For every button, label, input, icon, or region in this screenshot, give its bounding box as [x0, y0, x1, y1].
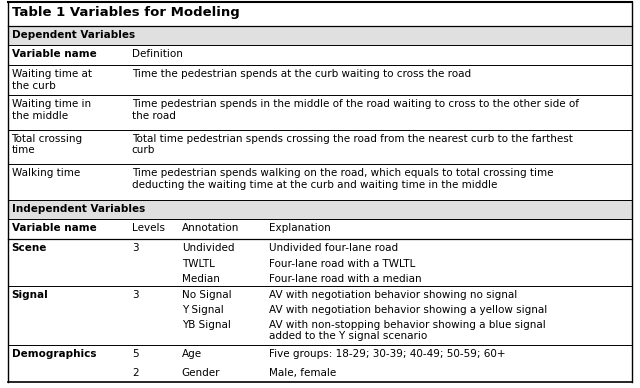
Text: Undivided four-lane road: Undivided four-lane road — [269, 243, 399, 253]
Text: 3: 3 — [132, 290, 138, 300]
Text: Variable name: Variable name — [12, 49, 96, 59]
Bar — [8, 26, 632, 45]
Text: Total crossing
time: Total crossing time — [12, 133, 83, 155]
Bar — [8, 200, 632, 219]
Text: Time pedestrian spends in the middle of the road waiting to cross to the other s: Time pedestrian spends in the middle of … — [132, 99, 579, 121]
Text: Four-lane road with a median: Four-lane road with a median — [269, 274, 422, 284]
Text: AV with negotiation behavior showing a yellow signal: AV with negotiation behavior showing a y… — [269, 305, 548, 315]
Text: Annotation: Annotation — [182, 223, 239, 233]
Text: Explanation: Explanation — [269, 223, 331, 233]
Text: 2: 2 — [132, 368, 138, 378]
Text: Male, female: Male, female — [269, 368, 337, 378]
Text: Time pedestrian spends walking on the road, which equals to total crossing time
: Time pedestrian spends walking on the ro… — [132, 168, 554, 190]
Text: Walking time: Walking time — [12, 168, 80, 178]
Text: Independent Variables: Independent Variables — [12, 204, 145, 214]
Text: Waiting time in
the middle: Waiting time in the middle — [12, 99, 91, 121]
Text: Scene: Scene — [12, 243, 47, 253]
Text: AV with negotiation behavior showing no signal: AV with negotiation behavior showing no … — [269, 290, 518, 300]
Text: Four-lane road with a TWLTL: Four-lane road with a TWLTL — [269, 259, 416, 269]
Text: AV with non-stopping behavior showing a blue signal
added to the Y signal scenar: AV with non-stopping behavior showing a … — [269, 320, 546, 341]
Text: YB Signal: YB Signal — [182, 320, 230, 330]
Text: 5: 5 — [132, 349, 138, 359]
Text: Median: Median — [182, 274, 220, 284]
Text: Variable name: Variable name — [12, 223, 96, 233]
Text: Five groups: 18-29; 30-39; 40-49; 50-59; 60+: Five groups: 18-29; 30-39; 40-49; 50-59;… — [269, 349, 506, 359]
Text: Age: Age — [182, 349, 202, 359]
Text: Total time pedestrian spends crossing the road from the nearest curb to the fart: Total time pedestrian spends crossing th… — [132, 133, 573, 155]
Text: 3: 3 — [132, 243, 138, 253]
Text: Definition: Definition — [132, 49, 182, 59]
Text: Signal: Signal — [12, 290, 48, 300]
Text: Waiting time at
the curb: Waiting time at the curb — [12, 69, 92, 90]
Text: Levels: Levels — [132, 223, 165, 233]
Text: Time the pedestrian spends at the curb waiting to cross the road: Time the pedestrian spends at the curb w… — [132, 69, 471, 79]
Text: Undivided: Undivided — [182, 243, 234, 253]
Text: Dependent Variables: Dependent Variables — [12, 30, 134, 40]
Text: Gender: Gender — [182, 368, 220, 378]
Text: No Signal: No Signal — [182, 290, 232, 300]
Text: TWLTL: TWLTL — [182, 259, 214, 269]
Text: Y Signal: Y Signal — [182, 305, 223, 315]
Text: Demographics: Demographics — [12, 349, 96, 359]
Text: Table 1 Variables for Modeling: Table 1 Variables for Modeling — [12, 6, 239, 19]
